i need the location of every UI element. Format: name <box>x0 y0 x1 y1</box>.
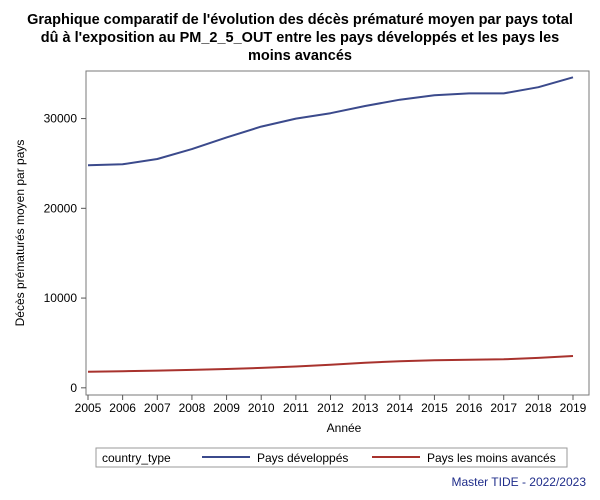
legend-label-pays-moins-avances: Pays les moins avancés <box>427 451 556 465</box>
legend: country_type Pays développés Pays les mo… <box>95 447 568 468</box>
y-tick-label: 30000 <box>44 112 78 126</box>
y-axis-label: Décès prématurés moyen par pays <box>13 140 27 327</box>
x-tick-label: 2012 <box>317 401 344 415</box>
x-tick-label: 2019 <box>560 401 587 415</box>
x-tick-label: 2006 <box>109 401 136 415</box>
x-tick-label: 2005 <box>75 401 102 415</box>
x-tick-label: 2010 <box>248 401 275 415</box>
y-tick-label: 10000 <box>44 291 78 305</box>
x-axis: 2005 2006 2007 2008 2009 2010 2011 2012 2013 2014… <box>75 395 587 415</box>
x-tick-label: 2008 <box>179 401 206 415</box>
chart-title-line-3: moins avancés <box>248 48 352 64</box>
x-tick-label: 2015 <box>421 401 448 415</box>
y-tick-label: 0 <box>70 381 77 395</box>
series-line-0 <box>87 76 574 167</box>
chart-title-line-2: dû à l'exposition au PM_2_5_OUT entre le… <box>41 30 559 46</box>
x-tick-label: 2009 <box>213 401 240 415</box>
y-tick-label: 20000 <box>44 201 78 215</box>
plot-frame <box>85 70 590 396</box>
series-line-1 <box>87 355 574 373</box>
y-axis: 0 10000 20000 30000 <box>44 112 86 395</box>
x-tick-label: 2014 <box>386 401 413 415</box>
x-axis-label: Année <box>327 421 362 435</box>
legend-label-pays-developpes: Pays développés <box>257 451 348 465</box>
x-tick-label: 2018 <box>525 401 552 415</box>
series-lines <box>87 76 574 373</box>
footnote: Master TIDE - 2022/2023 <box>451 475 586 489</box>
chart-title-line-1: Graphique comparatif de l'évolution des … <box>27 12 573 28</box>
x-tick-label: 2011 <box>283 401 309 415</box>
legend-title: country_type <box>102 451 171 465</box>
x-tick-label: 2016 <box>456 401 483 415</box>
x-tick-label: 2017 <box>490 401 517 415</box>
x-tick-label: 2007 <box>144 401 171 415</box>
legend-box <box>95 447 568 468</box>
x-tick-label: 2013 <box>352 401 379 415</box>
